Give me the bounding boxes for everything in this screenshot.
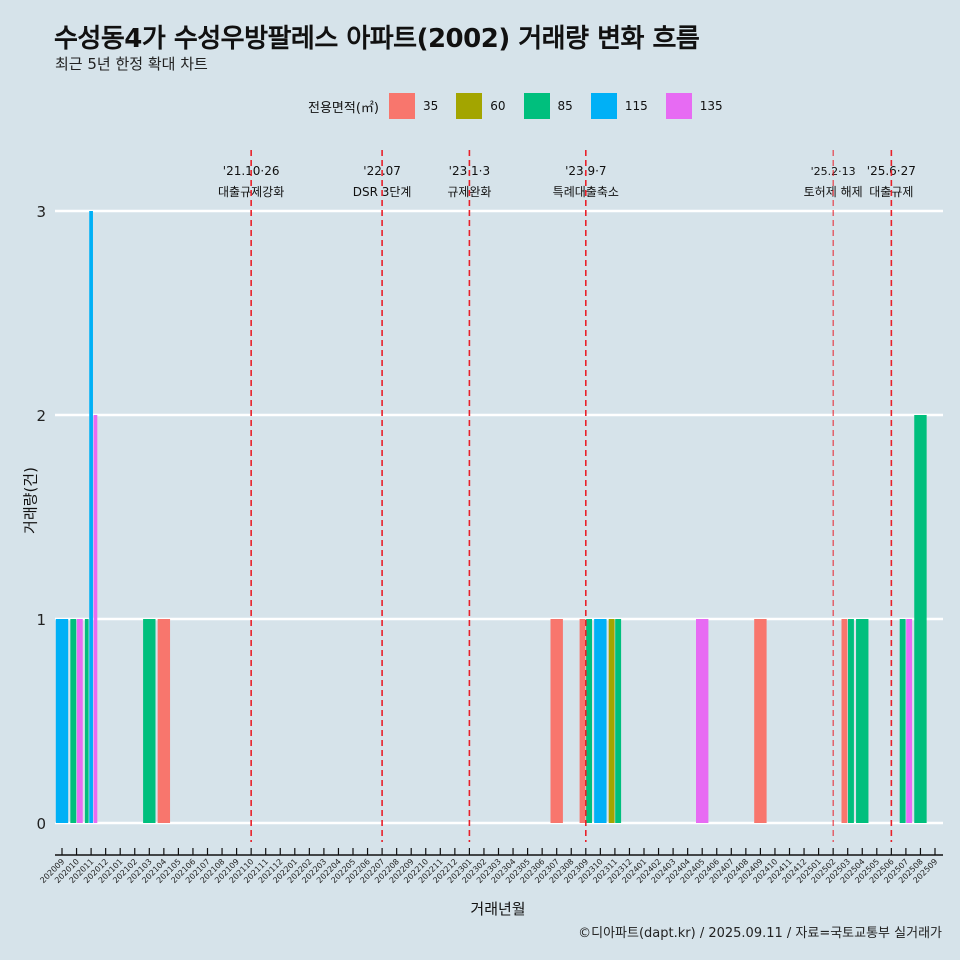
bar-202503-35 [841, 619, 848, 823]
legend-swatch [523, 93, 550, 119]
bar-202309-35 [579, 619, 586, 823]
bar-202310-115 [594, 619, 607, 823]
bar-202011-85 [84, 619, 89, 823]
bar-202508-85 [914, 415, 927, 823]
bar-202104-35 [157, 619, 171, 823]
y-tick-label: 0 [36, 815, 46, 833]
legend-label: 60 [490, 99, 506, 113]
legend-title: 전용면적(㎡) [308, 100, 379, 116]
legend: 전용면적(㎡) 35 60 85 115 135 [308, 93, 741, 119]
legend-label: 135 [699, 99, 723, 113]
bar-202311-60 [608, 619, 615, 823]
legend-swatch [456, 93, 483, 119]
legend-label: 85 [557, 99, 573, 113]
bar-202405-135 [696, 619, 709, 823]
bar-202409-35 [754, 619, 767, 823]
y-axis-label: 거래량(건) [21, 467, 40, 534]
chart-title: 수성동4가 수성우방팔레스 아파트(2002) 거래량 변화 흐름 [54, 24, 700, 54]
y-tick-label: 1 [36, 611, 46, 629]
bar-202010-135 [76, 619, 83, 823]
bar-202504-85 [856, 619, 869, 823]
x-axis-label: 거래년월 [470, 900, 526, 918]
y-tick-label: 2 [36, 407, 46, 425]
bar-202103-85 [143, 619, 156, 823]
y-tick-label: 3 [36, 203, 46, 221]
bar-202011-115 [89, 211, 93, 823]
bar-202503-85 [848, 619, 854, 823]
legend-label: 35 [422, 99, 439, 113]
bar-202507-85 [899, 619, 906, 823]
bar-202009-115 [55, 619, 69, 823]
bar-202010-85 [70, 619, 77, 823]
bar-202507-135 [906, 619, 913, 823]
bar-202311-85 [615, 619, 622, 823]
legend-swatch [590, 93, 617, 119]
bar-202307-35 [550, 619, 563, 823]
legend-label: 115 [624, 99, 648, 113]
caption: ©디아파트(dapt.kr) / 2025.09.11 / 자료=국토교통부 실… [578, 926, 942, 941]
bar-202011-135 [93, 415, 98, 823]
legend-swatch [388, 93, 415, 119]
legend-swatch [665, 93, 692, 119]
chart-subtitle: 최근 5년 한정 확대 차트 [55, 55, 208, 73]
bar-202309-85 [586, 619, 592, 823]
